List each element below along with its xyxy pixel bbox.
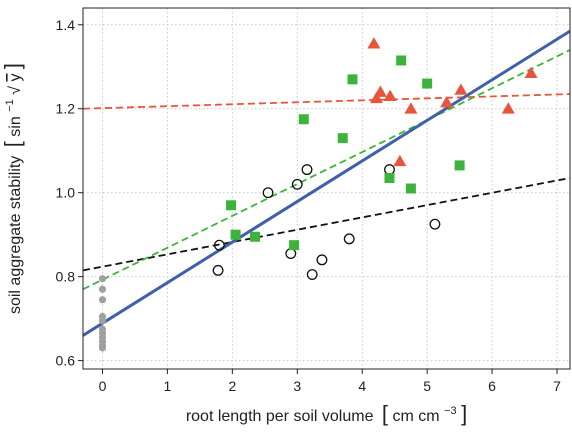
data-point-square (250, 231, 261, 242)
data-point-open-circle (384, 164, 395, 176)
grid (83, 8, 570, 369)
trend-lines (82, 29, 571, 337)
data-point-triangle (454, 83, 468, 95)
y-axis-label-bracket-open: [ (0, 141, 25, 147)
data-point-triangle (440, 95, 454, 108)
trend-line (82, 49, 571, 291)
y-axis-label-bracket-close: ] (0, 63, 25, 69)
x-axis-label-exponent: −3 (444, 405, 457, 417)
data-point-square (384, 173, 395, 184)
y-tick-label: 1.2 (56, 101, 76, 117)
data-point-triangle (373, 85, 387, 97)
data-point-square (226, 200, 237, 211)
x-tick-label: 7 (553, 378, 561, 394)
x-axis-label-unit: cm cm (393, 408, 440, 425)
data-point-triangle (404, 102, 418, 114)
data-point-square (405, 183, 416, 194)
data-point-open-circle (285, 248, 297, 260)
y-axis-label-sqrt-sign: √ (7, 86, 24, 95)
x-tick-label: 2 (228, 378, 236, 394)
data-point-triangle (524, 66, 538, 78)
data-point-gray (98, 344, 107, 352)
x-tick-label: 4 (358, 378, 366, 394)
data-point-square (454, 160, 465, 171)
x-tick-label: 5 (423, 378, 431, 394)
axis-ticks: 0 1 2 3 4 5 6 7 0.6 0.8 1.0 1.2 1.4 (56, 17, 562, 394)
data-point-triangle (367, 37, 381, 49)
plot-frame (82, 7, 571, 370)
data-point-square (289, 240, 300, 251)
data-point-open-circle (213, 239, 225, 251)
data-point-gray (98, 285, 107, 293)
y-tick-label: 0.6 (56, 353, 76, 369)
data-points (98, 37, 538, 352)
trend-line (82, 93, 571, 110)
data-point-gray (98, 317, 107, 325)
data-point-open-circle (306, 269, 318, 281)
data-point-square (230, 229, 241, 240)
data-point-triangle (369, 91, 383, 104)
trend-line (82, 177, 571, 272)
x-axis-label-bracket-open: [ (382, 401, 388, 426)
data-point-square (347, 74, 358, 85)
data-point-square (337, 133, 348, 144)
data-point-triangle (393, 154, 407, 167)
data-point-square (422, 78, 433, 89)
y-axis-label-main: soil aggregate stability (7, 156, 24, 314)
y-axis-label: soil aggregate stability [ sin −1 √ y ] (0, 63, 25, 314)
data-point-open-circle (343, 233, 355, 245)
trend-line (82, 29, 571, 337)
data-point-open-circle (262, 187, 274, 199)
data-point-open-circle (429, 218, 441, 230)
x-tick-label: 6 (488, 378, 496, 394)
x-tick-label: 3 (293, 378, 301, 394)
data-point-square (298, 114, 309, 125)
x-tick-label: 1 (164, 378, 172, 394)
data-point-open-circle (291, 178, 303, 190)
data-point-triangle (383, 89, 397, 102)
y-axis-label-exponent: −1 (4, 99, 16, 112)
data-point-triangle (501, 102, 515, 114)
y-axis-label-unit: sin (7, 116, 24, 136)
y-tick-label: 1.4 (56, 17, 76, 33)
data-point-open-circle (212, 264, 224, 276)
y-axis-label-arg: y (7, 74, 24, 82)
data-point-open-circle (316, 254, 328, 266)
x-tick-label: 0 (99, 378, 107, 394)
x-axis-label-bracket-close: ] (461, 401, 467, 426)
data-point-gray (98, 275, 107, 283)
y-tick-label: 1.0 (56, 185, 76, 201)
data-point-gray (98, 296, 107, 304)
x-axis-label-main: root length per soil volume (186, 408, 374, 425)
y-tick-label: 0.8 (56, 269, 76, 285)
x-axis-label: root length per soil volume [ cm cm −3 ] (186, 401, 467, 426)
data-point-square (396, 55, 407, 66)
data-point-open-circle (301, 164, 313, 176)
